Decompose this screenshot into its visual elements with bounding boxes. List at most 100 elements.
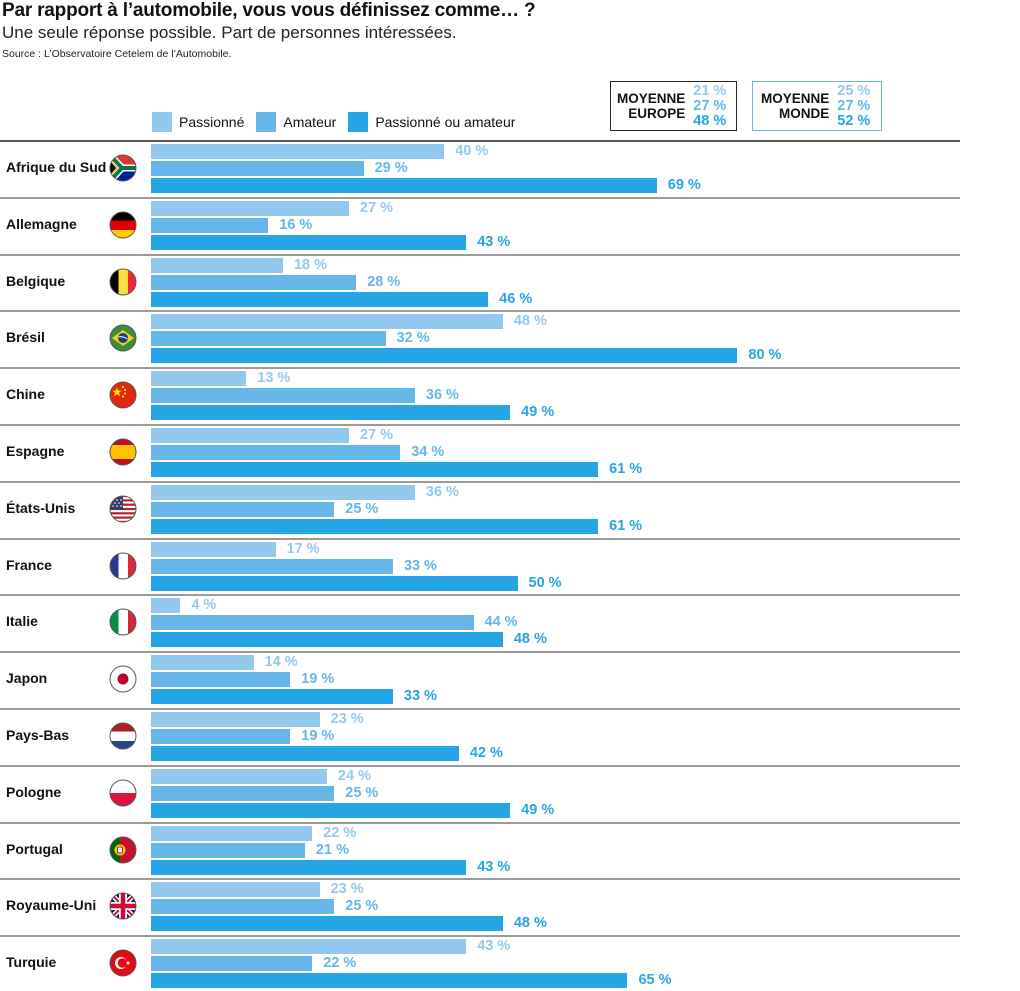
country-label: Chine bbox=[6, 386, 45, 403]
value-label-passionne-ou-amateur: 65 % bbox=[638, 972, 672, 989]
bar-passionne bbox=[151, 144, 445, 159]
value-label-amateur: 36 % bbox=[425, 387, 459, 404]
row-divider bbox=[0, 310, 960, 313]
bar-amateur bbox=[151, 388, 415, 404]
bar-passionne-ou-amateur bbox=[151, 689, 393, 705]
spain-flag-icon bbox=[109, 438, 137, 466]
value-label-passionne: 14 % bbox=[264, 654, 298, 671]
row-divider bbox=[0, 821, 960, 824]
value-label-amateur: 25 % bbox=[345, 500, 379, 517]
legend-label-passionne-ou-amateur: Passionné ou amateur bbox=[375, 114, 516, 130]
value-label-amateur: 29 % bbox=[374, 160, 408, 176]
legend-label-amateur: Amateur bbox=[283, 114, 337, 130]
chart-row: Royaume-Uni 23 % 25 % 48 % bbox=[0, 878, 960, 934]
bar-passionne-ou-amateur bbox=[151, 746, 459, 761]
chart-row: Chine 13 % 36 % 49 % bbox=[0, 367, 960, 423]
row-divider bbox=[0, 480, 960, 483]
bar-passionne-ou-amateur bbox=[151, 462, 599, 477]
country-label: Portugal bbox=[6, 840, 63, 857]
average-europe-amateur: 27 % bbox=[693, 97, 727, 114]
bar-passionne bbox=[151, 371, 247, 387]
chart-row: Pologne 24 % 25 % 49 % bbox=[0, 764, 960, 821]
chart-row: Espagne 27 % 34 % 61 % bbox=[0, 424, 960, 480]
value-label-amateur: 25 % bbox=[345, 784, 379, 801]
bar-passionne bbox=[151, 200, 349, 216]
chart-row: Turquie 43 % 22 % 65 % bbox=[0, 935, 960, 991]
value-label-passionne-ou-amateur: 43 % bbox=[477, 233, 511, 250]
row-divider bbox=[0, 764, 960, 767]
bar-amateur bbox=[151, 615, 474, 631]
value-label-passionne: 13 % bbox=[257, 370, 291, 387]
bar-passionne bbox=[151, 428, 349, 443]
bar-passionne bbox=[151, 655, 254, 671]
value-label-passionne-ou-amateur: 69 % bbox=[667, 177, 701, 193]
value-label-passionne: 27 % bbox=[359, 427, 393, 443]
value-label-amateur: 34 % bbox=[411, 444, 445, 460]
bar-passionne bbox=[151, 882, 320, 898]
country-label: Espagne bbox=[6, 443, 65, 459]
legend-swatch-passionne-ou-amateur bbox=[348, 112, 369, 132]
value-label-amateur: 33 % bbox=[403, 557, 437, 574]
bar-amateur bbox=[151, 161, 364, 176]
bar-passionne-ou-amateur bbox=[151, 916, 503, 932]
country-label: Pologne bbox=[6, 783, 62, 800]
value-label-amateur: 44 % bbox=[484, 614, 518, 631]
netherlands-flag-icon bbox=[109, 722, 137, 750]
uk-flag-icon bbox=[109, 892, 137, 920]
value-label-amateur: 25 % bbox=[345, 898, 379, 915]
bar-passionne-ou-amateur bbox=[151, 348, 738, 364]
china-flag-icon bbox=[109, 381, 137, 409]
value-label-passionne-ou-amateur: 42 % bbox=[469, 745, 503, 761]
bar-passionne-ou-amateur bbox=[151, 575, 518, 591]
average-europe-label-1: MOYENNE bbox=[617, 91, 686, 106]
chart-row: Japon 14 % 19 % 33 % bbox=[0, 651, 960, 707]
value-label-passionne: 48 % bbox=[513, 313, 547, 330]
value-label-amateur: 16 % bbox=[279, 216, 313, 233]
country-label: France bbox=[6, 556, 52, 573]
row-divider bbox=[0, 708, 960, 710]
south-africa-flag-icon bbox=[109, 154, 137, 182]
bar-amateur bbox=[151, 445, 401, 460]
bar-passionne bbox=[151, 257, 283, 273]
chart-source: Source : L’Observatoire Cetelem de l’Aut… bbox=[2, 48, 232, 60]
bar-passionne-ou-amateur bbox=[151, 178, 657, 193]
bar-passionne-ou-amateur bbox=[151, 518, 599, 534]
value-label-passionne-ou-amateur: 33 % bbox=[403, 688, 437, 705]
average-europe-total: 48 % bbox=[693, 112, 727, 129]
bar-passionne-ou-amateur bbox=[151, 234, 467, 250]
value-label-passionne-ou-amateur: 49 % bbox=[521, 801, 555, 818]
bar-passionne bbox=[151, 314, 503, 330]
value-label-passionne: 18 % bbox=[293, 256, 327, 273]
average-monde-label-2: MONDE bbox=[779, 106, 830, 121]
italy-flag-icon bbox=[109, 608, 137, 636]
bar-passionne-ou-amateur bbox=[151, 291, 489, 307]
average-monde-amateur: 27 % bbox=[837, 97, 871, 114]
value-label-passionne-ou-amateur: 49 % bbox=[521, 404, 555, 421]
chart-title: Par rapport à l’automobile, vous vous dé… bbox=[2, 0, 536, 21]
value-label-amateur: 22 % bbox=[323, 955, 357, 972]
bar-passionne bbox=[151, 541, 276, 557]
country-label: Japon bbox=[6, 670, 48, 687]
row-divider bbox=[0, 651, 960, 654]
value-label-passionne-ou-amateur: 61 % bbox=[609, 517, 643, 534]
value-label-passionne: 23 % bbox=[330, 881, 364, 898]
value-label-passionne: 43 % bbox=[477, 938, 511, 955]
value-label-amateur: 32 % bbox=[396, 330, 430, 347]
value-label-passionne: 17 % bbox=[286, 540, 320, 557]
country-label: Afrique du Sud bbox=[6, 159, 107, 175]
row-divider bbox=[0, 253, 960, 256]
france-flag-icon bbox=[109, 552, 137, 580]
value-label-passionne: 36 % bbox=[425, 483, 459, 500]
value-label-amateur: 19 % bbox=[301, 671, 335, 688]
row-divider bbox=[0, 140, 960, 142]
bar-amateur bbox=[151, 558, 393, 574]
bar-passionne-ou-amateur bbox=[151, 405, 511, 421]
row-divider bbox=[0, 935, 960, 938]
legend-label-passionne: Passionné bbox=[179, 114, 245, 130]
value-label-passionne: 24 % bbox=[337, 767, 371, 784]
bar-amateur bbox=[151, 785, 335, 801]
bar-passionne-ou-amateur bbox=[151, 973, 628, 989]
chart-row: France 17 % 33 % 50 % bbox=[0, 537, 960, 594]
chart-row: Italie 4 % 44 % 48 % bbox=[0, 594, 960, 650]
bar-passionne bbox=[151, 484, 415, 500]
